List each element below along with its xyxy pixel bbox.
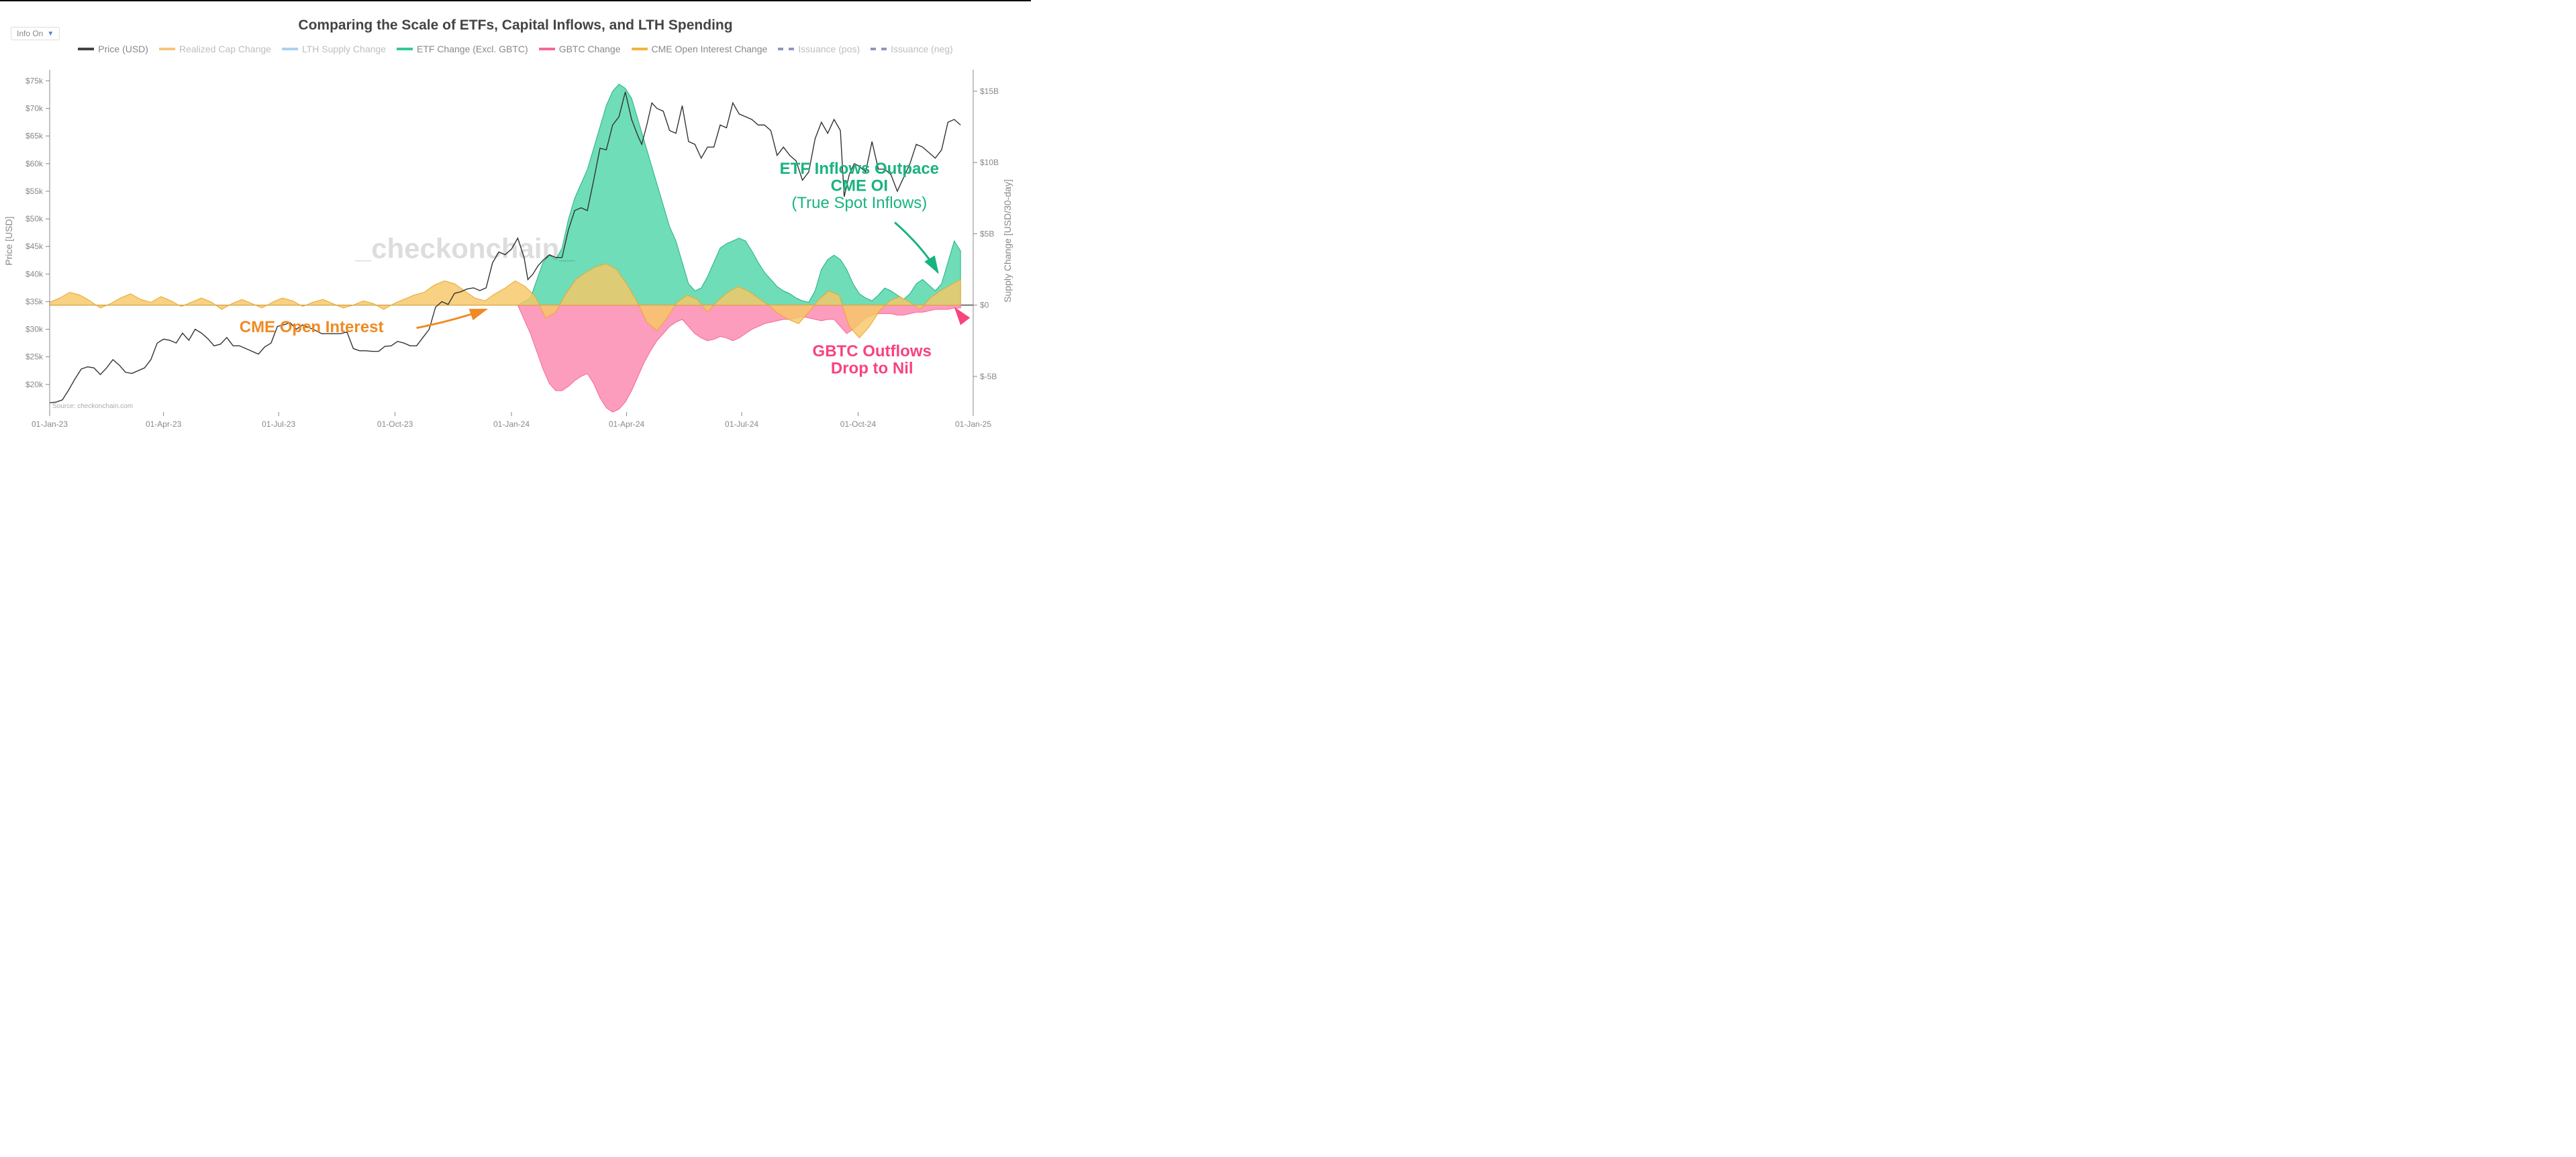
right-axis-title: Supply Change [USD/30-day] — [1002, 179, 1013, 303]
chart-container: Info On ▼ Comparing the Scale of ETFs, C… — [0, 0, 1031, 463]
annotation-arrow-cme — [417, 309, 487, 328]
annotation-label-etf-3: (True Spot Inflows) — [791, 194, 927, 212]
left-tick-label: $40k — [26, 269, 44, 279]
left-axis-title: Price [USD] — [3, 216, 14, 265]
left-tick-label: $20k — [26, 380, 44, 389]
right-tick-label: $-5B — [980, 372, 997, 381]
annotation-arrow-gbtc — [956, 309, 963, 318]
legend-swatch — [159, 48, 175, 50]
right-tick-label: $0 — [980, 301, 989, 310]
legend-label: GBTC Change — [559, 44, 621, 54]
right-tick-label: $10B — [980, 158, 999, 167]
watermark: _checkonchain_ — [355, 233, 575, 264]
x-tick-label: 01-Oct-24 — [840, 419, 877, 429]
annotation-label-gbtc-1: GBTC Outflows — [813, 342, 932, 360]
left-tick-label: $65k — [26, 132, 44, 141]
right-tick-label: $15B — [980, 87, 999, 96]
legend-label: LTH Supply Change — [302, 44, 386, 54]
legend-item[interactable]: Issuance (pos) — [778, 44, 860, 54]
plot-area: $20k$25k$30k$35k$40k$45k$50k$55k$60k$65k… — [40, 63, 983, 436]
legend-label: Issuance (neg) — [891, 44, 953, 54]
left-tick-label: $70k — [26, 104, 44, 113]
legend-swatch — [282, 48, 298, 50]
legend-swatch — [397, 48, 413, 50]
annotation-label-gbtc-2: Drop to Nil — [831, 360, 913, 378]
left-tick-label: $55k — [26, 187, 44, 196]
left-tick-label: $60k — [26, 159, 44, 168]
legend-label: CME Open Interest Change — [652, 44, 768, 54]
legend-item[interactable]: GBTC Change — [539, 44, 621, 54]
x-tick-label: 01-Jul-24 — [725, 419, 758, 429]
legend-swatch — [632, 48, 648, 50]
x-tick-label: 01-Jan-24 — [493, 419, 530, 429]
legend-label: ETF Change (Excl. GBTC) — [417, 44, 528, 54]
legend-swatch — [539, 48, 555, 50]
legend-item[interactable]: Price (USD) — [78, 44, 148, 54]
legend: Price (USD) Realized Cap Change LTH Supply… — [0, 42, 1031, 54]
legend-label: Price (USD) — [98, 44, 148, 54]
annotation-arrow-etf — [895, 222, 938, 272]
legend-label: Issuance (pos) — [798, 44, 860, 54]
legend-item[interactable]: Realized Cap Change — [159, 44, 271, 54]
left-tick-label: $25k — [26, 352, 44, 362]
annotation-label-cme: CME Open Interest — [240, 318, 384, 336]
source-caption: Source: checkonchain.com — [52, 403, 133, 410]
x-tick-label: 01-Jul-23 — [262, 419, 295, 429]
right-tick-label: $5B — [980, 229, 994, 238]
legend-swatch — [78, 48, 94, 50]
x-tick-label: 01-Apr-24 — [609, 419, 645, 429]
x-tick-label: 01-Apr-23 — [146, 419, 182, 429]
x-tick-label: 01-Jan-23 — [32, 419, 68, 429]
legend-item[interactable]: Issuance (neg) — [871, 44, 953, 54]
left-tick-label: $45k — [26, 242, 44, 251]
legend-label: Realized Cap Change — [179, 44, 271, 54]
top-divider — [0, 0, 1031, 1]
legend-item[interactable]: ETF Change (Excl. GBTC) — [397, 44, 528, 54]
legend-swatch — [871, 48, 887, 50]
x-tick-label: 01-Jan-25 — [955, 419, 991, 429]
left-tick-label: $35k — [26, 297, 44, 306]
left-tick-label: $30k — [26, 325, 44, 334]
annotation-label-etf-2: CME OI — [831, 177, 888, 195]
annotation-label-etf-1: ETF Inflows Outpace — [780, 160, 939, 178]
x-tick-label: 01-Oct-23 — [377, 419, 413, 429]
chart-title: Comparing the Scale of ETFs, Capital Inf… — [0, 17, 1031, 34]
legend-swatch — [778, 48, 794, 50]
left-tick-label: $75k — [26, 76, 44, 85]
legend-item[interactable]: LTH Supply Change — [282, 44, 386, 54]
left-tick-label: $50k — [26, 214, 44, 223]
legend-item[interactable]: CME Open Interest Change — [632, 44, 768, 54]
